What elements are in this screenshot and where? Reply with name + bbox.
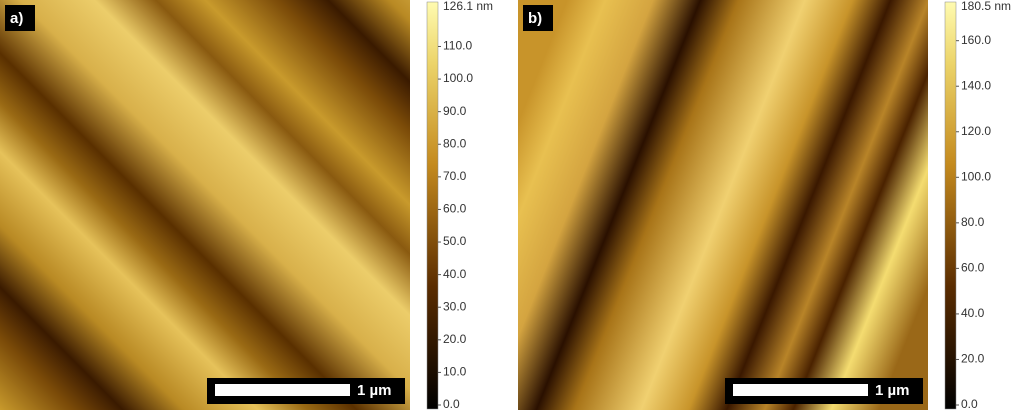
label-box <box>523 5 553 31</box>
tick-label: 160.0 <box>961 33 991 47</box>
tick-label: 0.0 <box>961 397 978 411</box>
tick-label: 10.0 <box>443 365 467 379</box>
scale-bar <box>215 384 350 396</box>
tick-label: 0.0 <box>443 397 460 411</box>
tick-label: 70.0 <box>443 169 467 183</box>
tick-label: 20.0 <box>961 352 985 366</box>
tick-label: 60.0 <box>443 202 467 216</box>
tick-label: 140.0 <box>961 78 991 92</box>
tick-label: 80.0 <box>961 215 985 229</box>
tick-label: 120.0 <box>961 124 991 138</box>
tick-label: 20.0 <box>443 332 467 346</box>
colorbar-max-label: 180.5 nm <box>961 0 1011 13</box>
afm-image <box>0 0 410 410</box>
tick-label: 40.0 <box>443 267 467 281</box>
tick-label: 100.0 <box>443 71 473 85</box>
panel-label: b) <box>528 10 542 27</box>
tick-label: 100.0 <box>961 169 991 183</box>
scale-bar <box>733 384 868 396</box>
label-box <box>5 5 35 31</box>
tick-label: 30.0 <box>443 299 467 313</box>
colorbar <box>944 1 957 410</box>
tick-label: 80.0 <box>443 136 467 150</box>
tick-label: 110.0 <box>443 39 472 53</box>
tick-label: 90.0 <box>443 104 467 118</box>
panel: a) 1 µm 0.0 10.0 20.0 30.0 40.0 50.0 60.0 70.0 80.… <box>5 0 493 411</box>
tick-label: 40.0 <box>961 306 985 320</box>
scale-bar-label: 1 µm <box>357 382 392 399</box>
panel-label: a) <box>10 10 23 27</box>
scale-bar-label: 1 µm <box>875 382 910 399</box>
tick-label: 60.0 <box>961 261 985 275</box>
colorbar-max-label: 126.1 nm <box>443 0 493 13</box>
tick-label: 50.0 <box>443 234 467 248</box>
colorbar <box>426 1 439 410</box>
afm-image <box>518 0 928 410</box>
panel: b) 1 µm 0.0 20.0 40.0 60.0 80.0 100.0 120.0 140.0… <box>523 0 1011 411</box>
